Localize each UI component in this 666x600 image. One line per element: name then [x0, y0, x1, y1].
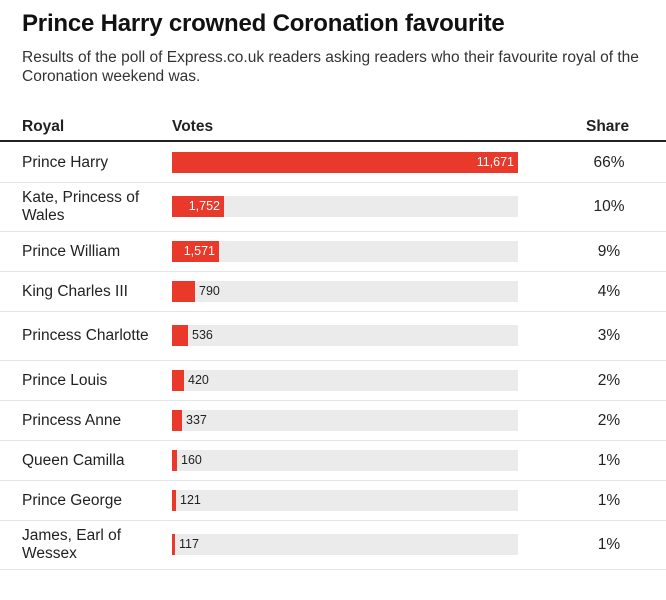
royal-name: Prince William [22, 242, 121, 260]
column-header-votes: Votes [172, 118, 214, 135]
royal-name: King Charles III [22, 282, 128, 300]
votes-bar [172, 369, 184, 391]
bar-track: 420 [172, 369, 518, 391]
royal-name: James, Earl of Wessex [22, 527, 122, 562]
bar-track: 337 [172, 409, 518, 431]
share-value: 66% [593, 153, 625, 171]
votes-bar [172, 409, 182, 431]
royal-name: Queen Camilla [22, 451, 125, 469]
share-value: 1% [597, 451, 621, 469]
chart-title: Prince Harry crowned Coronation favourit… [22, 10, 505, 37]
bar-track: 790 [172, 280, 518, 302]
table-row: King Charles III 790 4% [0, 272, 666, 312]
table-row: James, Earl of Wessex 117 1% [0, 521, 666, 570]
votes-label: 11,671 [476, 154, 514, 169]
share-value: 2% [597, 371, 621, 389]
bar-track: 121 [172, 489, 518, 511]
votes-bar [172, 449, 177, 471]
royal-name: Prince George [22, 491, 122, 509]
column-header-share: Share [586, 118, 630, 135]
share-value: 1% [597, 491, 621, 509]
table-row: Prince Harry 11,671 66% [0, 143, 666, 183]
royal-name: Princess Anne [22, 411, 122, 429]
votes-label: 121 [180, 492, 201, 507]
votes-label: 790 [199, 283, 220, 298]
share-value: 10% [593, 198, 625, 215]
votes-bar [172, 489, 176, 511]
votes-label: 420 [188, 372, 209, 387]
royal-name: Prince Harry [22, 153, 109, 171]
bar-track: 536 [172, 325, 518, 346]
votes-label: 160 [181, 452, 202, 467]
votes-bar [172, 280, 195, 302]
bar-track: 160 [172, 449, 518, 471]
share-value: 9% [597, 242, 621, 260]
table-row: Queen Camilla 160 1% [0, 441, 666, 481]
votes-label: 1,752 [188, 199, 220, 213]
royal-name: Kate, Princess of Wales [22, 189, 140, 224]
votes-label: 337 [186, 412, 207, 427]
votes-bar [172, 196, 224, 217]
table-body: Prince Harry 11,671 66% Kate, Princess of W… [0, 143, 666, 570]
chart-subtitle: Results of the poll of Express.co.uk rea… [22, 49, 639, 85]
share-value: 4% [597, 282, 621, 300]
votes-bar [172, 240, 219, 262]
table-row: Kate, Princess of Wales 1,752 10% [0, 183, 666, 232]
table-row: Prince Louis 420 2% [0, 361, 666, 401]
table-row: Prince William 1,571 9% [0, 232, 666, 272]
bar-track: 1,752 [172, 196, 518, 217]
share-value: 1% [597, 536, 621, 553]
votes-label: 1,571 [183, 243, 215, 258]
column-header-royal: Royal [22, 118, 65, 135]
table-row: Princess Anne 337 2% [0, 401, 666, 441]
bar-track: 11,671 [172, 151, 518, 173]
votes-bar [172, 534, 175, 555]
votes-label: 536 [192, 328, 213, 342]
table-row: Princess Charlotte 536 3% [0, 312, 666, 361]
table-row: Prince George 121 1% [0, 481, 666, 521]
votes-bar [172, 325, 188, 346]
share-value: 3% [597, 327, 621, 344]
bar-track: 117 [172, 534, 518, 555]
votes-bar [172, 151, 518, 173]
royal-name: Prince Louis [22, 371, 108, 389]
bar-track: 1,571 [172, 240, 518, 262]
share-value: 2% [597, 411, 621, 429]
table-header: Royal Votes Share [0, 114, 666, 142]
royal-name: Princess Charlotte [22, 327, 149, 344]
votes-label: 117 [179, 537, 199, 551]
